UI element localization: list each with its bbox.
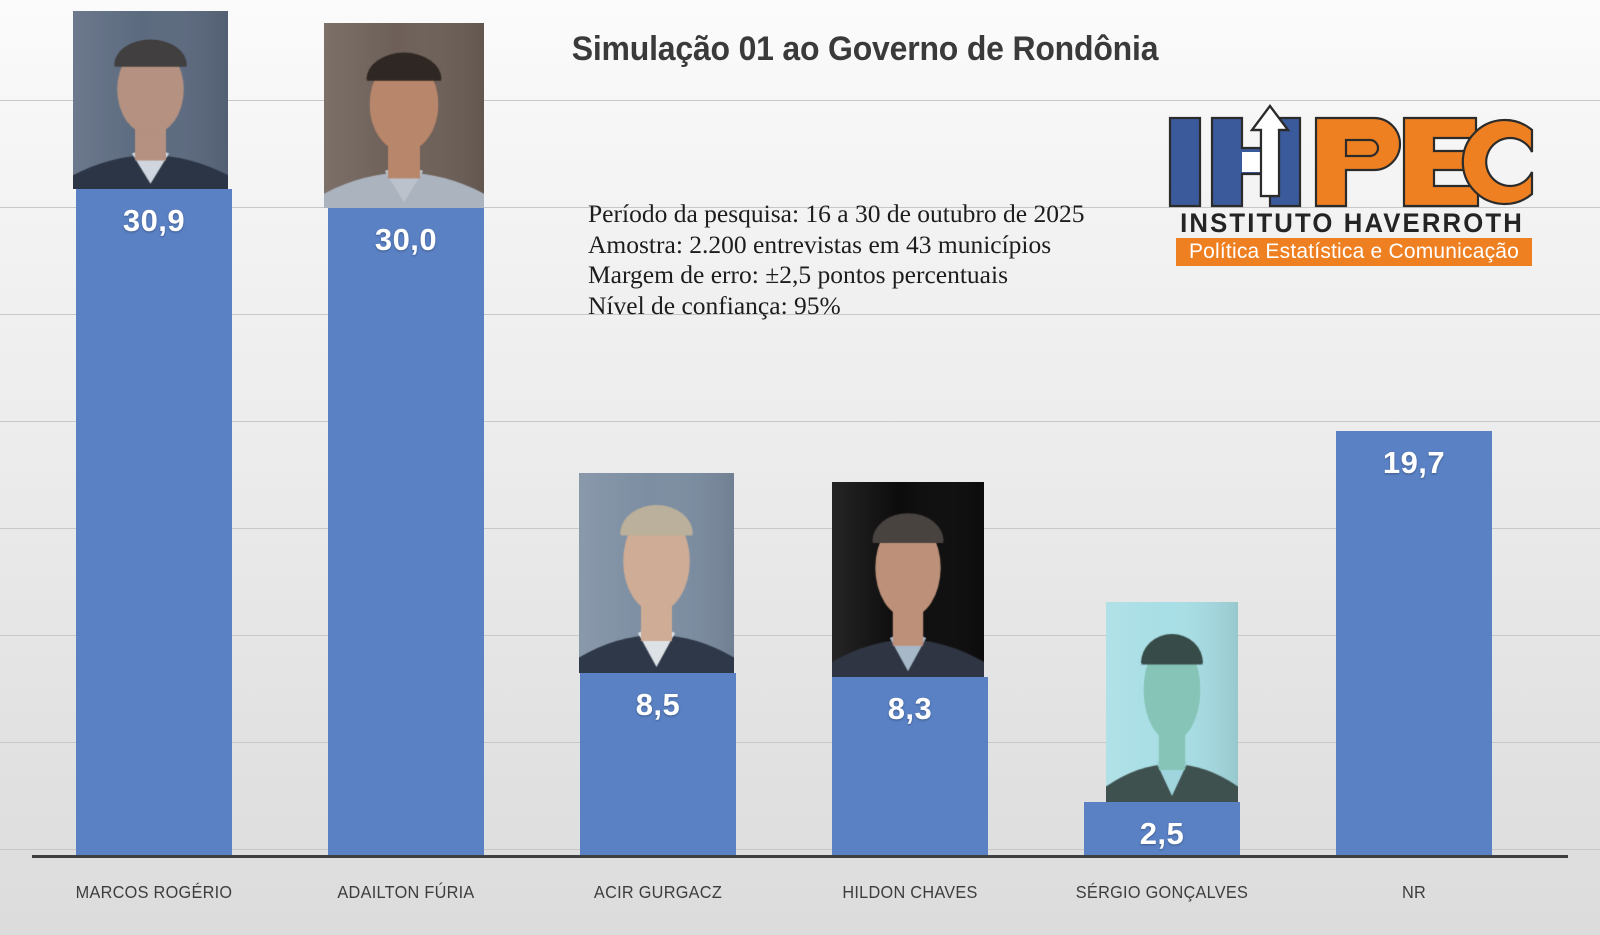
gridline <box>0 421 1600 422</box>
logo-institute-name: INSTITUTO HAVERROTH <box>1180 208 1524 238</box>
bar[interactable] <box>580 672 736 856</box>
logo-tagline: Política Estatística e Comunicação <box>1176 238 1532 266</box>
category-axis-labels: MARCOS ROGÉRIO ADAILTON FÚRIA ACIR GURGACZ… <box>0 866 1600 916</box>
bar-value-label: 30,0 <box>374 222 438 258</box>
gridline <box>0 742 1600 743</box>
bar[interactable] <box>1336 430 1492 856</box>
survey-period: Período da pesquisa: 16 a 30 de outubro … <box>588 199 1085 228</box>
bar-group[interactable]: 8,3 <box>832 0 988 856</box>
category-label: ACIR GURGACZ <box>593 882 723 902</box>
ihpec-logo-mark <box>1168 104 1534 208</box>
bar-group[interactable]: 8,5 <box>579 0 736 856</box>
bar-group[interactable]: 2,5 <box>1084 0 1240 856</box>
category-label: NR <box>1401 882 1427 902</box>
category-label: SÉRGIO GONÇALVES <box>1075 882 1249 902</box>
gridlines <box>0 100 1600 850</box>
bar-value-label: 30,9 <box>122 203 186 238</box>
candidate-photo <box>832 481 984 677</box>
bar-value-label: 8,5 <box>635 686 681 722</box>
bar-value-label: 2,5 <box>1139 816 1185 852</box>
bar[interactable] <box>832 676 988 856</box>
gridline <box>0 635 1600 636</box>
bar-group[interactable]: 19,7 <box>1336 0 1492 856</box>
bar[interactable] <box>76 189 232 856</box>
gridline <box>0 100 1600 101</box>
candidate-photo <box>73 11 228 189</box>
bar-series: 30,9 30,0 8,5 8,3 2,5 19,7 <box>73 0 1492 856</box>
bar-value-label: 8,3 <box>887 690 933 726</box>
bar-value-label: 19,7 <box>1382 444 1446 480</box>
x-axis-line <box>32 855 1568 858</box>
gridline <box>0 528 1600 529</box>
candidate-photo <box>324 23 484 209</box>
bar-group[interactable]: 30,9 <box>73 0 232 856</box>
gridline <box>0 207 1600 208</box>
ihpec-logo: INSTITUTO HAVERROTH Política Estatística… <box>1166 100 1538 268</box>
survey-confidence: Nível de confiança: 95% <box>588 290 841 320</box>
methodology-block: Período da pesquisa: 16 a 30 de outubro … <box>588 199 1084 321</box>
chart-title: Simulação 01 ao Governo de Rondônia <box>571 30 1159 68</box>
survey-margin-error: Margem de erro: ±2,5 pontos percentuais <box>588 260 1008 289</box>
bar[interactable] <box>1084 802 1240 856</box>
category-label: ADAILTON FÚRIA <box>337 882 475 902</box>
survey-sample: Amostra: 2.200 entrevistas em 43 municíp… <box>588 229 1052 259</box>
category-label: MARCOS ROGÉRIO <box>75 882 233 902</box>
candidate-photo <box>579 472 734 673</box>
bar-group[interactable]: 30,0 <box>324 0 484 856</box>
gridline <box>0 314 1600 315</box>
bar[interactable] <box>328 208 484 856</box>
category-label: HILDON CHAVES <box>842 882 978 902</box>
candidate-photo <box>1106 602 1238 803</box>
gridline <box>0 849 1600 850</box>
